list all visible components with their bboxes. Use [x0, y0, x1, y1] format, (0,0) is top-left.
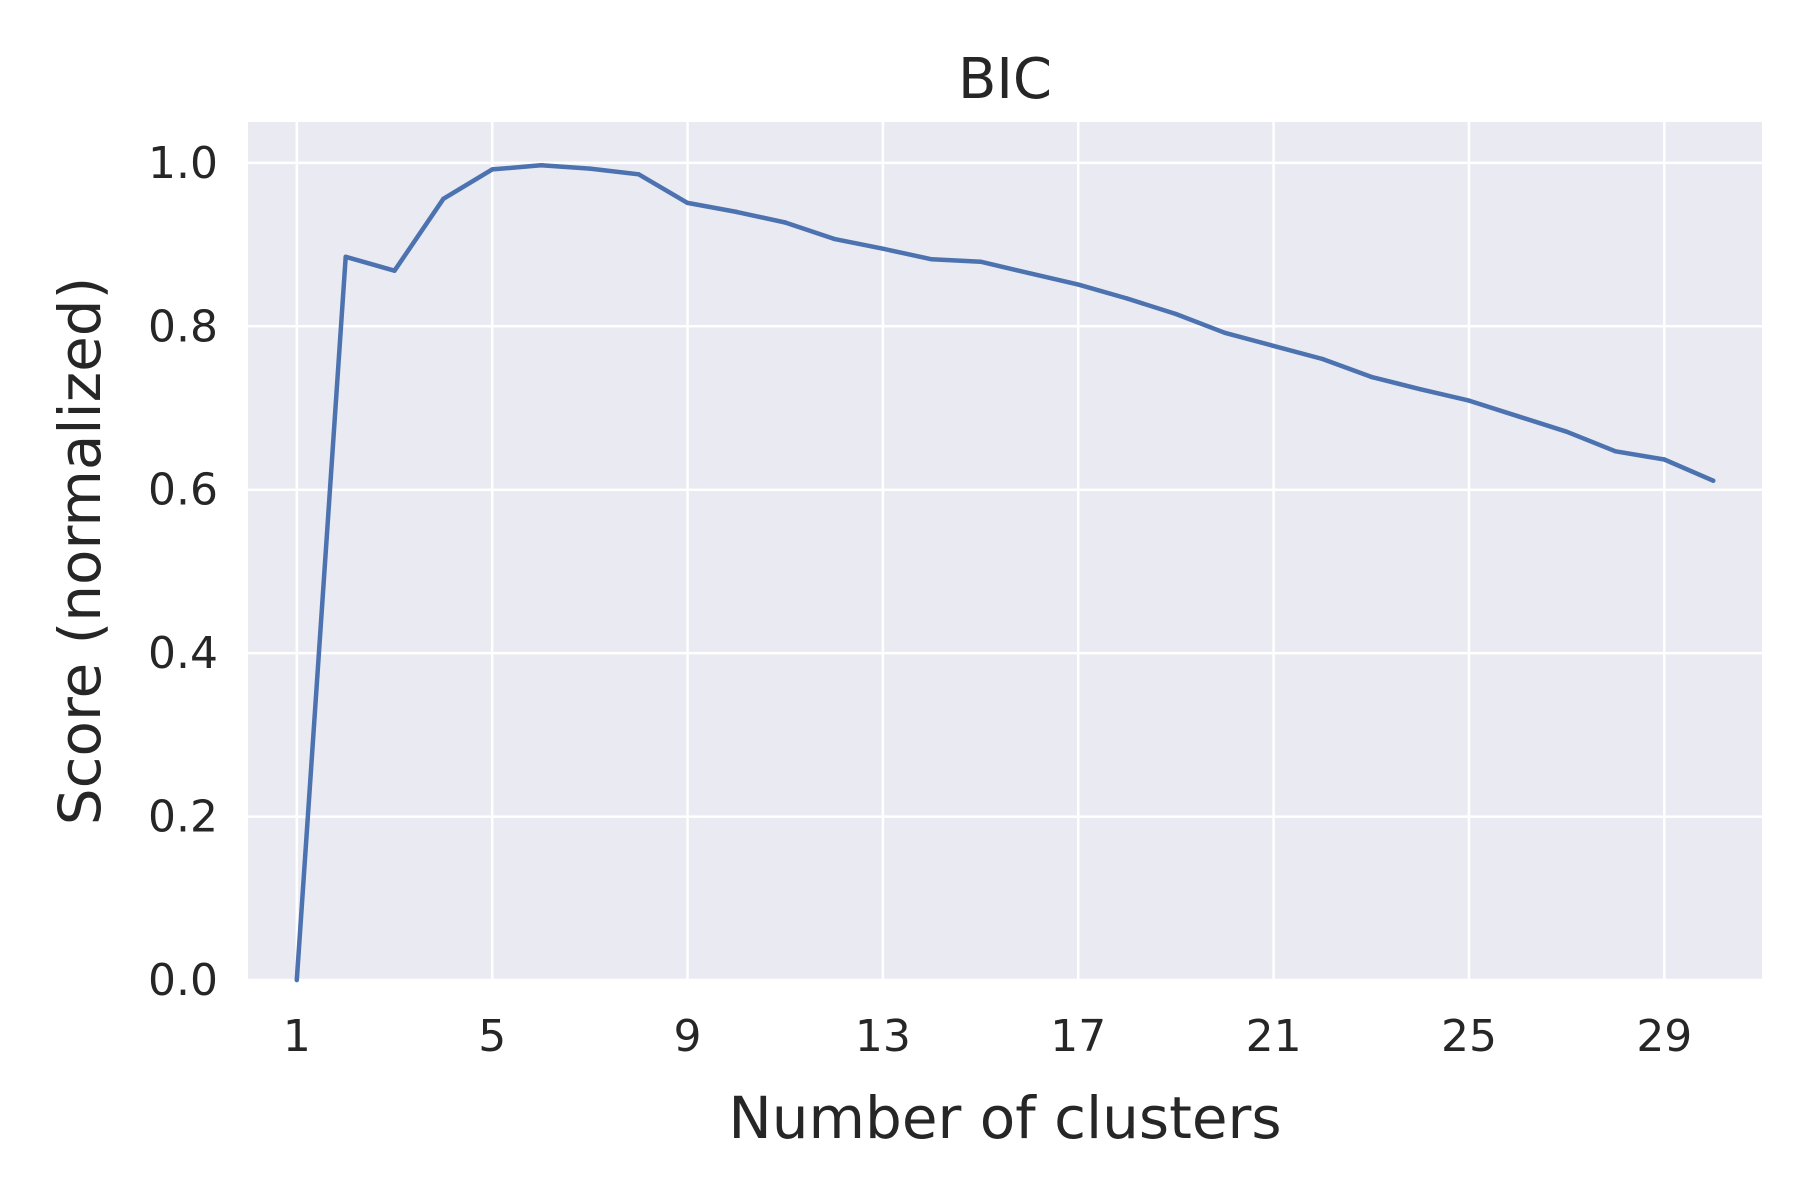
data-point: [1027, 270, 1032, 276]
x-tick-label: 5: [478, 1011, 506, 1062]
data-point: [392, 268, 397, 273]
data-point: [978, 259, 983, 264]
x-tick-label: 25: [1441, 1011, 1497, 1062]
chart-title: BIC: [958, 47, 1052, 112]
data-point: [831, 236, 837, 242]
data-point: [1076, 282, 1081, 287]
data-point: [489, 167, 495, 172]
y-tick-labels: 0.0 0.2 0.4 0.6 0.8 1.0: [148, 138, 218, 1006]
series-layer: [294, 163, 1716, 983]
plot-background: [248, 122, 1762, 980]
data-point: [1515, 413, 1521, 419]
series-line: [294, 163, 1716, 983]
x-tick-labels: 1 5 9 13 17 21 25 29: [283, 1011, 1692, 1062]
data-point: [1173, 311, 1179, 317]
y-tick-label: 0.8: [148, 301, 218, 352]
y-tick-label: 1.0: [148, 138, 218, 189]
x-tick-label: 9: [674, 1011, 702, 1062]
data-point: [636, 172, 641, 177]
data-point: [343, 254, 348, 260]
y-tick-label: 0.6: [148, 465, 218, 516]
data-point: [1271, 343, 1276, 349]
data-point: [1662, 457, 1667, 462]
data-point: [1124, 296, 1130, 301]
x-tick-label: 21: [1246, 1011, 1302, 1062]
data-point: [783, 220, 788, 225]
y-axis-title: Score (normalized): [46, 277, 114, 825]
data-point: [1369, 374, 1374, 380]
data-point: [734, 209, 739, 215]
data-point: [685, 200, 690, 206]
data-point: [880, 246, 886, 251]
x-axis-title: Number of clusters: [728, 1084, 1281, 1152]
data-point: [1564, 429, 1569, 434]
data-point: [441, 196, 446, 202]
data-point: [587, 166, 593, 171]
data-point: [1613, 449, 1618, 454]
data-point: [294, 977, 300, 983]
data-point: [1320, 356, 1325, 362]
x-tick-label: 1: [283, 1011, 311, 1062]
y-tick-label: 0.4: [148, 628, 218, 679]
data-point: [1417, 387, 1423, 392]
x-tick-label: 17: [1050, 1011, 1106, 1062]
x-tick-label: 13: [855, 1011, 911, 1062]
y-tick-label: 0.0: [148, 955, 218, 1006]
x-tick-label: 29: [1636, 1011, 1692, 1062]
data-point: [538, 163, 544, 168]
data-point: [929, 257, 934, 262]
y-tick-label: 0.2: [148, 792, 218, 843]
data-point: [1222, 330, 1227, 336]
grid-lines: [248, 122, 1762, 982]
data-point: [1710, 478, 1716, 483]
data-point: [1466, 398, 1472, 403]
